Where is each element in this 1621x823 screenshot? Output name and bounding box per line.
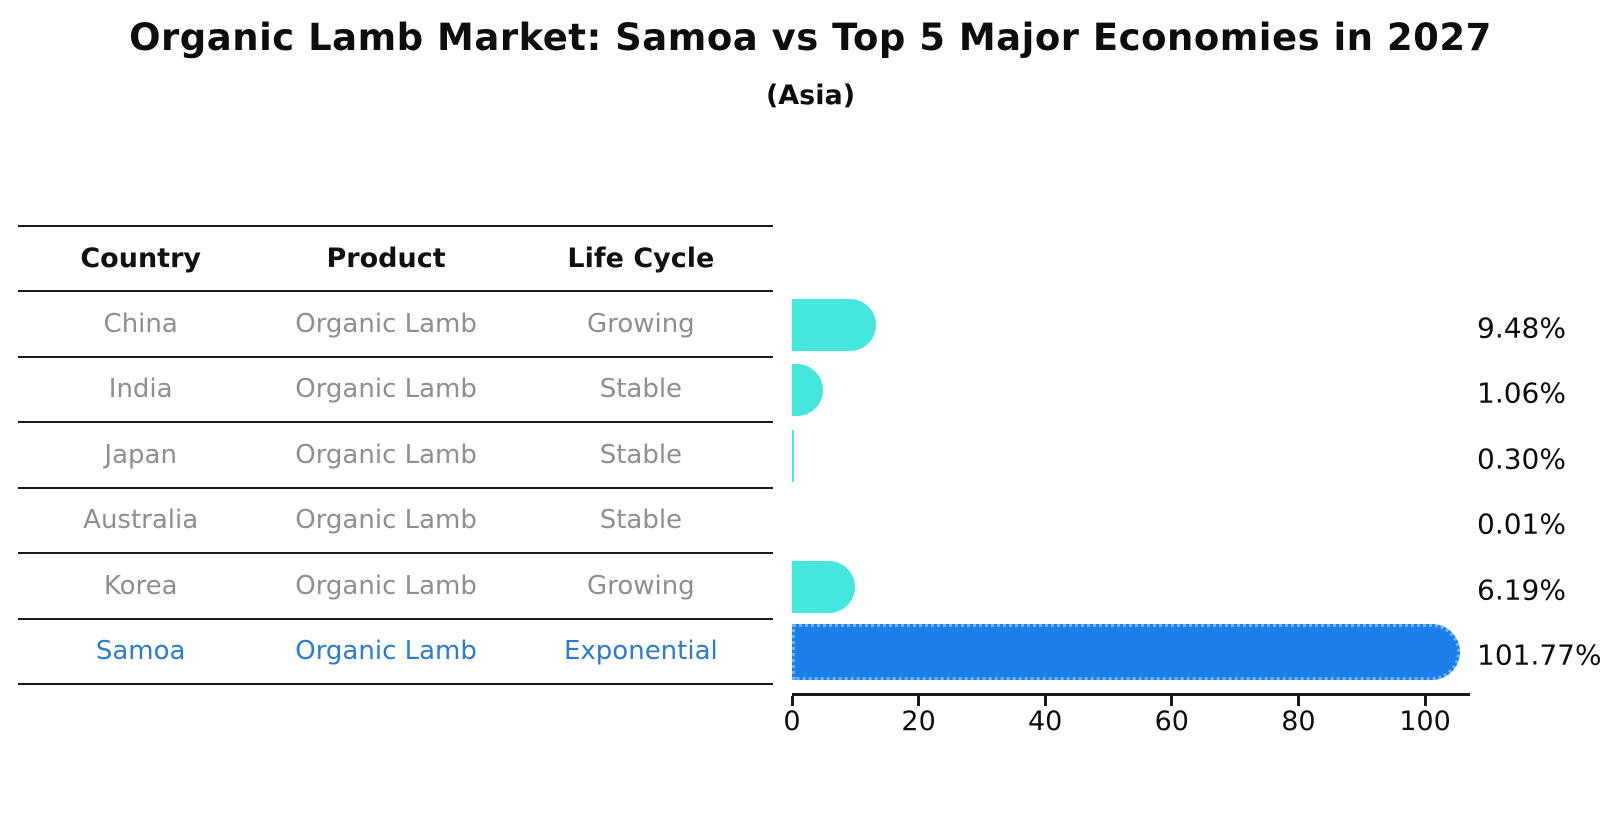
cell-life_cycle: Stable <box>599 374 683 405</box>
x-tick-label-40: 40 <box>1028 706 1063 737</box>
table-header-row: Country Product Life Cycle <box>18 225 773 292</box>
cell-product: Organic Lamb <box>295 439 477 470</box>
value-label-australia: 0.01% <box>1477 507 1566 541</box>
x-tick-label-100: 100 <box>1399 706 1451 737</box>
x-tick-mark-60 <box>1170 696 1174 706</box>
cell-life_cycle: Growing <box>587 308 695 339</box>
x-tick-label-20: 20 <box>901 706 936 737</box>
x-tick-label-80: 80 <box>1281 706 1316 737</box>
x-tick-mark-80 <box>1296 696 1300 706</box>
value-label-korea: 6.19% <box>1477 573 1566 607</box>
cell-country: Australia <box>83 505 199 536</box>
x-tick-mark-100 <box>1423 696 1427 706</box>
cell-product: Organic Lamb <box>295 570 477 601</box>
cell-product: Organic Lamb <box>295 636 477 667</box>
value-label-samoa: 101.77% <box>1477 638 1602 672</box>
bar-japan <box>792 429 795 482</box>
cell-product: Organic Lamb <box>295 505 477 536</box>
cell-country: Japan <box>104 439 177 470</box>
cell-life_cycle: Exponential <box>563 636 718 667</box>
column-header-life-cycle: Life Cycle <box>567 243 715 274</box>
bar-china <box>792 298 876 351</box>
value-label-india: 1.06% <box>1477 376 1566 410</box>
cell-country: Korea <box>103 570 178 601</box>
bar-samoa <box>792 624 1461 681</box>
cell-country: China <box>103 308 178 339</box>
chart-title: Organic Lamb Market: Samoa vs Top 5 Majo… <box>129 16 1492 59</box>
cell-country: India <box>108 374 173 405</box>
table-row-samoa: Samoa Organic Lamb Exponential <box>18 620 773 685</box>
bar-india <box>792 364 823 417</box>
chart-subtitle: (Asia) <box>765 80 856 111</box>
cell-life_cycle: Stable <box>599 439 683 470</box>
cell-country: Samoa <box>95 636 186 667</box>
x-tick-label-0: 0 <box>783 706 801 737</box>
value-label-japan: 0.30% <box>1477 442 1566 476</box>
table-row-china: China Organic Lamb Growing <box>18 292 773 358</box>
x-tick-label-60: 60 <box>1154 706 1189 737</box>
table-row-japan: Japan Organic Lamb Stable <box>18 423 773 489</box>
x-axis-line <box>792 693 1470 696</box>
value-label-china: 9.48% <box>1477 311 1566 345</box>
x-tick-mark-0 <box>790 696 794 706</box>
x-tick-mark-40 <box>1043 696 1047 706</box>
bar-korea <box>792 560 856 613</box>
column-header-product: Product <box>326 243 446 274</box>
table-row-india: India Organic Lamb Stable <box>18 358 773 423</box>
table-row-australia: Australia Organic Lamb Stable <box>18 489 773 554</box>
cell-life_cycle: Stable <box>599 505 683 536</box>
cell-life_cycle: Growing <box>587 570 695 601</box>
table-row-korea: Korea Organic Lamb Growing <box>18 554 773 620</box>
cell-product: Organic Lamb <box>295 308 477 339</box>
column-header-country: Country <box>80 243 201 274</box>
x-tick-mark-20 <box>917 696 921 706</box>
cell-product: Organic Lamb <box>295 374 477 405</box>
